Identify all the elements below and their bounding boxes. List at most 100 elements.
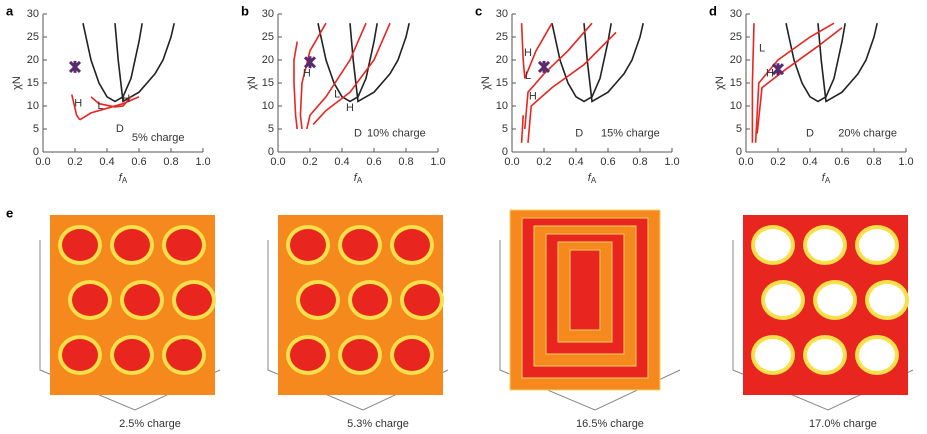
morphology (268, 215, 448, 410)
y-tick-label: 10 (730, 100, 742, 112)
x-tick-label: 0.6 (366, 156, 381, 168)
x-tick-label: 0.4 (802, 156, 817, 168)
y-tick-label: 10 (262, 100, 274, 112)
hole (817, 284, 853, 316)
annotation: H (74, 98, 82, 110)
caption: 2.5% charge (119, 418, 181, 430)
y-tick-label: 10 (27, 100, 39, 112)
x-tick-label: 0.2 (67, 156, 82, 168)
y-tick-label: 0 (268, 146, 274, 158)
hole (300, 284, 336, 316)
y-axis-label: χN (246, 76, 258, 90)
x-tick-label: 0.6 (131, 156, 146, 168)
y-tick-label: 20 (496, 54, 508, 66)
y-tick-label: 15 (27, 77, 39, 89)
y-tick-label: 15 (496, 77, 508, 89)
x-tick-label: 0.6 (600, 156, 615, 168)
curve (522, 115, 524, 143)
hole (859, 339, 895, 371)
hole (394, 339, 430, 371)
x-axis-label: fA (588, 172, 597, 185)
hole (166, 339, 202, 371)
y-tick-label: 5 (736, 123, 742, 135)
hole (807, 339, 843, 371)
y-axis-label: χN (714, 76, 726, 90)
marker (539, 61, 549, 73)
curve (818, 23, 877, 101)
x-tick-label: 1.0 (430, 156, 445, 168)
x-tick-label: 0.8 (632, 156, 647, 168)
x-tick-label: 0.8 (398, 156, 413, 168)
hole (290, 229, 326, 261)
morphology (500, 210, 680, 410)
annotation: D (575, 128, 583, 140)
y-tick-label: 20 (27, 54, 39, 66)
annotation: H (303, 68, 311, 80)
x-axis-label: fA (354, 172, 363, 185)
y-tick-label: 30 (730, 8, 742, 20)
annotation: H (529, 91, 537, 103)
x-tick-label: 0.4 (334, 156, 349, 168)
curve (525, 23, 592, 129)
marker (70, 61, 80, 73)
panel-label: c (475, 3, 482, 18)
annotation: L (98, 100, 104, 112)
y-tick-label: 15 (730, 77, 742, 89)
hole (755, 339, 791, 371)
x-tick-label: 1.0 (664, 156, 679, 168)
annotation: H (346, 102, 354, 114)
hole (869, 284, 905, 316)
y-tick-label: 20 (730, 54, 742, 66)
curve (115, 23, 174, 101)
curve (83, 23, 142, 101)
hole (807, 229, 843, 261)
morphology (733, 215, 913, 410)
y-tick-label: 0 (736, 146, 742, 158)
x-axis-label-sub: A (357, 176, 363, 185)
annotation: L (759, 42, 765, 54)
hole (290, 339, 326, 371)
hole (394, 229, 430, 261)
annotation: 15% charge (601, 128, 660, 140)
annotation: H (766, 68, 774, 80)
x-tick-label: 0.6 (834, 156, 849, 168)
annotation: H (122, 93, 130, 105)
annotation: 5% charge (132, 132, 185, 144)
hole (859, 229, 895, 261)
annotation: L (525, 70, 531, 82)
panel-label: b (241, 3, 249, 18)
caption: 17.0% charge (809, 418, 877, 430)
y-tick-label: 20 (262, 54, 274, 66)
x-tick-label: 0.8 (163, 156, 178, 168)
y-tick-label: 25 (262, 31, 274, 43)
x-axis-label-sub: A (825, 176, 831, 185)
y-tick-label: 30 (27, 8, 39, 20)
annotation: 20% charge (838, 128, 897, 140)
hole (404, 284, 440, 316)
hole (114, 339, 150, 371)
y-axis-label: χN (480, 76, 492, 90)
figure: e 0.00.20.40.60.81.0051015202530aχNfAHLH… (0, 0, 927, 434)
hole (342, 229, 378, 261)
hole (72, 284, 108, 316)
x-axis-label-sub: A (591, 176, 597, 185)
panel-label: a (6, 3, 14, 18)
hole (62, 339, 98, 371)
x-axis-label: fA (822, 172, 831, 185)
annotation: 10% charge (367, 128, 426, 140)
panel-label: e (6, 205, 13, 220)
curve (350, 23, 409, 101)
y-tick-label: 5 (502, 123, 508, 135)
marker (773, 63, 783, 75)
hole (114, 229, 150, 261)
x-tick-label: 0.4 (99, 156, 114, 168)
hole (176, 284, 212, 316)
lamella (570, 250, 600, 330)
x-axis-label-sub: A (122, 176, 128, 185)
hole (342, 339, 378, 371)
annotation: L (334, 88, 340, 100)
x-tick-label: 1.0 (195, 156, 210, 168)
caption: 5.3% charge (347, 418, 409, 430)
curve (307, 23, 366, 129)
y-tick-label: 0 (33, 146, 39, 158)
